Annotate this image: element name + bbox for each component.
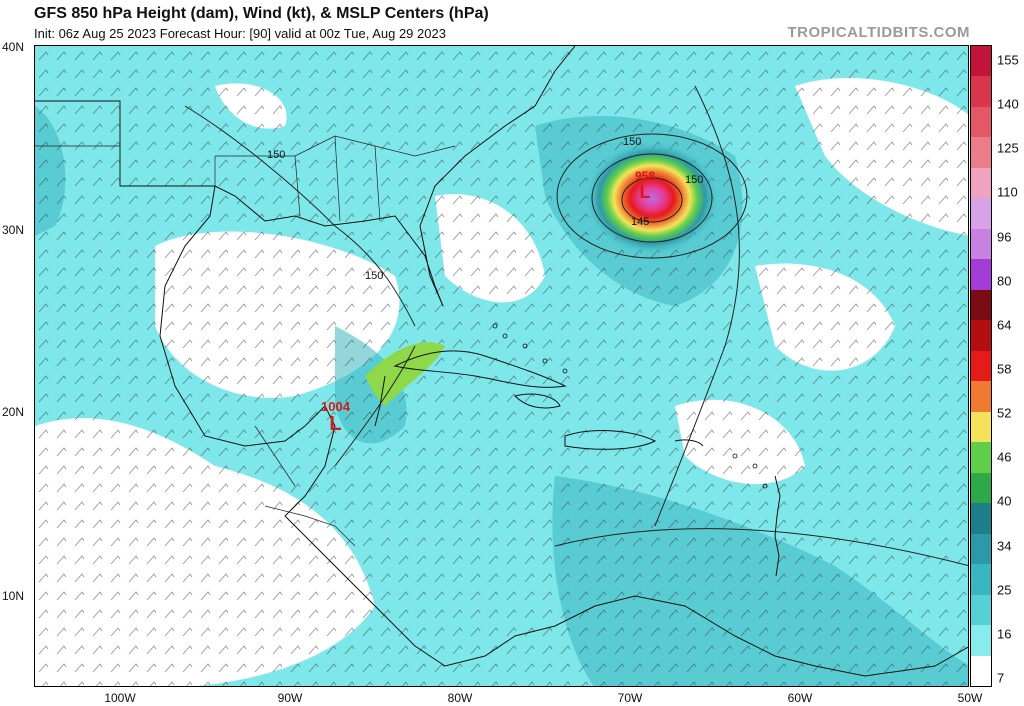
contour-label: 150 xyxy=(267,149,286,161)
wind-speed-colorbar xyxy=(970,45,992,687)
latitude-label: 20N xyxy=(2,405,25,419)
contour-label: 145 xyxy=(631,216,650,228)
longitude-label: 90W xyxy=(277,691,303,705)
colorbar-tick-label: 155 xyxy=(997,52,1019,68)
colorbar-segment xyxy=(971,564,991,596)
low-center-gulf: 1004 L xyxy=(321,400,350,435)
colorbar-segment xyxy=(971,106,991,138)
low-center-hurricane: 958 L xyxy=(635,170,655,202)
latitude-label: 10N xyxy=(2,589,25,603)
colorbar-segment xyxy=(971,625,991,657)
colorbar-tick-label: 80 xyxy=(997,273,1012,289)
colorbar-segment xyxy=(971,289,991,321)
map-subtitle: Init: 06z Aug 25 2023 Forecast Hour: [90… xyxy=(34,26,446,41)
colorbar-segment xyxy=(971,442,991,474)
colorbar-segment xyxy=(971,594,991,626)
header: GFS 850 hPa Height (dam), Wind (kt), & M… xyxy=(0,0,1024,44)
colorbar-segment xyxy=(971,137,991,169)
contour-label: 150 xyxy=(623,136,642,148)
longitude-label: 60W xyxy=(787,691,813,705)
colorbar-tick-label: 46 xyxy=(997,449,1012,465)
contour-label: 150 xyxy=(365,270,384,282)
colorbar-segment xyxy=(971,228,991,260)
longitude-label: 100W xyxy=(104,691,136,705)
colorbar-tick-label: 64 xyxy=(997,317,1012,333)
colorbar-segment xyxy=(971,533,991,565)
colorbar-segment xyxy=(971,46,991,77)
hurricane-wind-shading xyxy=(584,140,720,256)
political-borders xyxy=(35,101,456,547)
coastlines xyxy=(35,46,968,677)
colorbar-tick-label: 25 xyxy=(997,582,1012,598)
map-title: GFS 850 hPa Height (dam), Wind (kt), & M… xyxy=(34,5,489,22)
colorbar-segment xyxy=(971,259,991,291)
weather-map: 150 150 150 150 145 1004 L 958 L xyxy=(34,45,969,687)
colorbar-tick-label: 16 xyxy=(997,626,1012,642)
colorbar-segment xyxy=(971,381,991,413)
colorbar-tick-label: 58 xyxy=(997,361,1012,377)
colorbar-tick-label: 7 xyxy=(997,670,1005,686)
caribbean-islands xyxy=(492,323,768,489)
wind-barbs xyxy=(35,46,968,686)
colorbar-segment xyxy=(971,655,991,686)
low-pressure-value: 1004 xyxy=(321,399,350,414)
colorbar-segment xyxy=(971,503,991,535)
latitude-label: 30N xyxy=(2,223,25,237)
low-symbol: L xyxy=(329,413,342,435)
brand-watermark: TROPICALTIDBITS.COM xyxy=(787,24,970,41)
colorbar-segment xyxy=(971,411,991,443)
map-canvas xyxy=(35,46,968,686)
colorbar-tick-label: 52 xyxy=(997,405,1012,421)
gulf-wind-maximum xyxy=(365,342,445,406)
low-pressure-value: 958 xyxy=(635,169,656,183)
contour-label: 150 xyxy=(685,174,704,186)
colorbar-segment xyxy=(971,472,991,504)
colorbar-segment xyxy=(971,167,991,199)
colorbar-tick-label: 40 xyxy=(997,493,1012,509)
latitude-label: 40N xyxy=(2,40,25,54)
longitude-label: 80W xyxy=(447,691,473,705)
colorbar-tick-label: 110 xyxy=(997,184,1018,200)
colorbar-tick-label: 125 xyxy=(997,140,1019,156)
colorbar-segment xyxy=(971,76,991,108)
colorbar-tick-label: 34 xyxy=(997,538,1012,554)
colorbar-tick-label: 140 xyxy=(997,96,1019,112)
colorbar-segment xyxy=(971,350,991,382)
colorbar-segment xyxy=(971,320,991,352)
longitude-label: 50W xyxy=(957,691,983,705)
colorbar-segment xyxy=(971,198,991,230)
longitude-label: 70W xyxy=(617,691,643,705)
low-symbol: L xyxy=(639,182,651,202)
colorbar-tick-label: 96 xyxy=(997,229,1012,245)
